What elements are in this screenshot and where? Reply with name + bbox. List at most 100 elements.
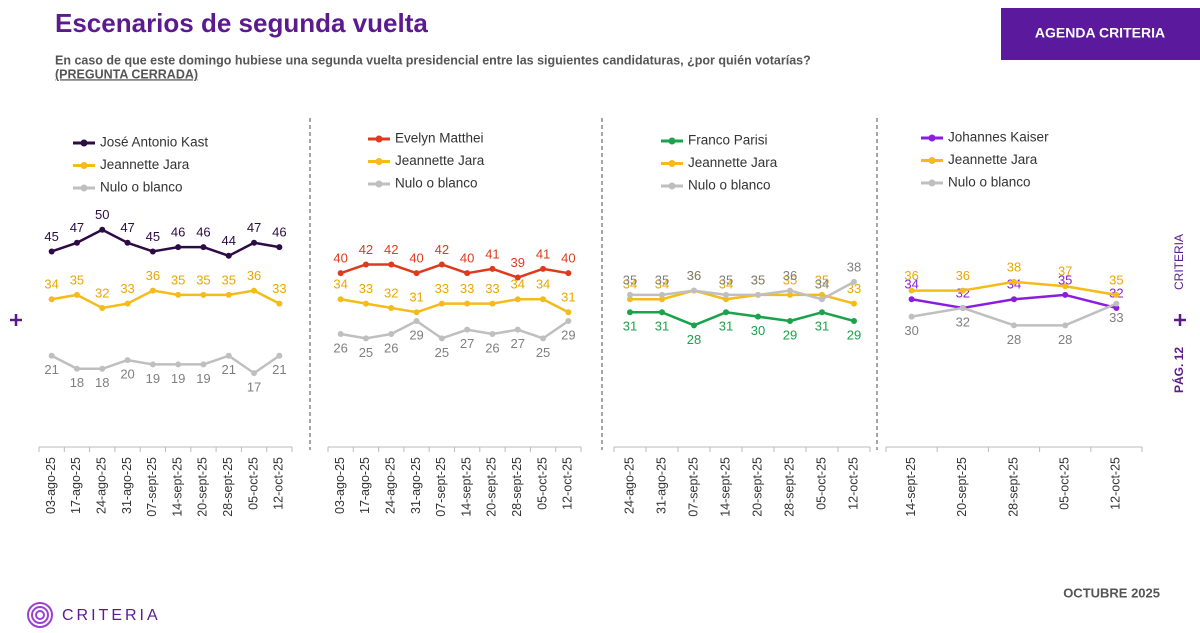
legend-label: Nulo o blanco — [100, 180, 183, 195]
point — [787, 317, 793, 324]
x-tick-label: 28-sept-25 — [1006, 457, 1020, 517]
legend-marker — [668, 137, 676, 145]
data-label: 42 — [435, 242, 449, 257]
data-label: 29 — [783, 327, 797, 342]
x-tick-label: 24-ago-25 — [622, 457, 636, 514]
point — [1062, 322, 1069, 329]
data-label: 25 — [359, 345, 373, 360]
series-line — [51, 228, 280, 258]
x-tick-label: 07-sept-25 — [434, 457, 448, 517]
point — [413, 309, 420, 316]
data-label: 35 — [1109, 272, 1123, 287]
point — [540, 335, 547, 342]
data-label: 41 — [536, 246, 550, 261]
data-label: 34 — [623, 277, 637, 292]
legend-marker — [375, 180, 383, 188]
point — [149, 287, 156, 294]
data-label: 25 — [435, 345, 449, 360]
data-label: 35 — [783, 272, 797, 287]
data-label: 36 — [247, 268, 261, 283]
point — [388, 304, 395, 311]
data-label: 34 — [44, 277, 58, 292]
point — [908, 296, 915, 303]
legend-label: Jeannette Jara — [100, 157, 190, 172]
point — [175, 291, 182, 298]
point — [565, 317, 572, 324]
data-label: 36 — [687, 268, 701, 283]
data-label: 42 — [384, 242, 398, 257]
point — [99, 365, 106, 372]
x-tick-label: 12-oct-25 — [846, 457, 860, 510]
point — [225, 352, 232, 359]
point — [659, 296, 665, 303]
point — [124, 300, 131, 307]
x-tick-label: 28-sept-25 — [510, 457, 524, 517]
data-label: 40 — [333, 251, 347, 266]
data-label: 37 — [1058, 264, 1072, 279]
point — [251, 287, 258, 294]
data-label: 34 — [815, 277, 829, 292]
series-line — [911, 302, 1117, 327]
point — [565, 270, 572, 277]
point — [1062, 291, 1069, 298]
data-label: 50 — [95, 207, 109, 222]
point — [691, 322, 697, 329]
title: Escenarios de segunda vuelta — [55, 8, 428, 38]
point — [175, 244, 182, 251]
data-label: 47 — [70, 220, 84, 235]
x-tick-label: 31-ago-25 — [654, 457, 668, 514]
x-tick-label: 12-oct-25 — [561, 457, 575, 510]
x-tick-label: 20-sept-25 — [955, 457, 969, 517]
point — [1062, 283, 1069, 290]
data-label: 27 — [460, 336, 474, 351]
data-label: 29 — [847, 327, 861, 342]
point — [388, 261, 395, 268]
point — [124, 239, 131, 246]
point — [1011, 322, 1017, 329]
point — [251, 370, 258, 377]
data-label: 31 — [561, 290, 575, 305]
x-tick-label: 07-sept-25 — [686, 457, 700, 517]
x-tick-label: 05-oct-25 — [535, 457, 549, 510]
data-label: 35 — [196, 272, 210, 287]
point — [908, 287, 915, 294]
data-label: 34 — [511, 277, 525, 292]
data-label: 33 — [359, 281, 373, 296]
data-label: 30 — [751, 323, 765, 338]
series-line — [630, 289, 855, 305]
data-label: 47 — [120, 220, 134, 235]
point — [48, 248, 55, 255]
point — [959, 287, 966, 294]
legend-marker — [80, 162, 88, 169]
data-label: 32 — [95, 285, 109, 300]
data-label: 45 — [146, 229, 160, 244]
data-label: 45 — [44, 229, 58, 244]
data-label: 31 — [815, 319, 829, 334]
point — [755, 291, 761, 298]
point — [413, 317, 420, 324]
point — [627, 309, 633, 316]
series-line — [340, 263, 569, 279]
data-label: 19 — [196, 371, 210, 386]
x-tick-label: 12-oct-25 — [1109, 457, 1123, 510]
data-label: 36 — [687, 268, 701, 283]
data-label: 33 — [485, 281, 499, 296]
data-label: 33 — [272, 281, 286, 296]
x-tick-label: 03-ago-25 — [44, 457, 58, 514]
x-tick-label: 14-sept-25 — [718, 457, 732, 517]
page-number: PÁG. 12 — [1171, 347, 1186, 393]
point — [851, 278, 857, 285]
point — [124, 357, 131, 364]
point — [1011, 296, 1017, 303]
legend-marker — [668, 182, 676, 190]
point — [73, 291, 80, 298]
legend-marker — [928, 157, 936, 164]
point — [200, 361, 207, 368]
data-label: 34 — [719, 277, 733, 292]
data-label: 21 — [272, 362, 286, 377]
data-label: 17 — [247, 380, 261, 395]
point — [337, 331, 344, 338]
point — [659, 309, 665, 316]
data-label: 21 — [44, 362, 58, 377]
data-label: 31 — [655, 319, 669, 334]
